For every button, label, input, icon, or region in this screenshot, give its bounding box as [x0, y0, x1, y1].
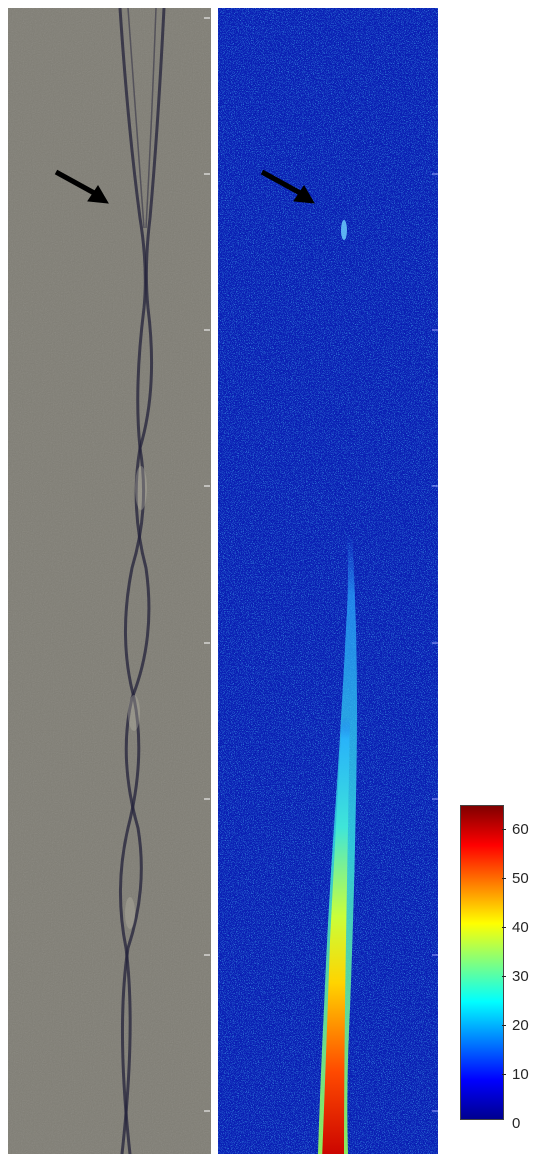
colorbar-tick-label: 30	[512, 968, 529, 985]
colorbar-tick-label: 40	[512, 919, 529, 936]
colorbar-tick-label: 60	[512, 821, 529, 838]
colorbar-tick-label: 50	[512, 870, 529, 887]
colorbar	[460, 805, 504, 1120]
colorbar-tick-mark	[502, 976, 506, 977]
false-color-image	[218, 8, 438, 1154]
arrow-annotation-right	[260, 169, 315, 204]
grayscale-image-panel	[8, 8, 211, 1154]
false-color-image-panel	[218, 8, 438, 1154]
colorbar-tick-label: 10	[512, 1066, 529, 1083]
colorbar-tick-mark	[502, 1074, 506, 1075]
colorbar-tick-mark	[502, 927, 506, 928]
grayscale-image	[8, 8, 211, 1154]
colorbar-tick-label: 0	[512, 1115, 521, 1132]
colorbar-tick-label: 20	[512, 1017, 529, 1034]
arrow-annotation-left	[54, 169, 109, 204]
colorbar-tick-mark	[502, 829, 506, 830]
colorbar-tick-mark	[502, 1025, 506, 1026]
colorbar-gradient	[461, 806, 503, 1119]
colorbar-tick-mark	[502, 878, 506, 879]
axis-ticks	[204, 8, 212, 1154]
